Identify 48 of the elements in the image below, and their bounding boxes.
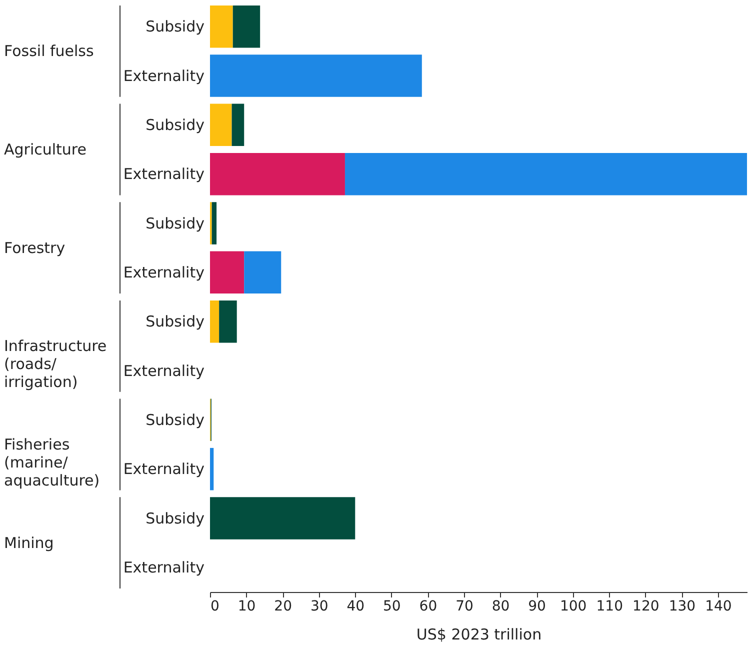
bar xyxy=(210,300,220,343)
x-tick-label: 50 xyxy=(383,598,401,614)
x-tick-label: 130 xyxy=(668,598,696,614)
x-tick-label: 40 xyxy=(346,598,365,614)
y-tick-label: Externality xyxy=(123,66,205,85)
text: Fisheries (marine/aquaculture) xyxy=(4,436,100,490)
y-tick-label: Subsidy xyxy=(146,509,205,528)
bar xyxy=(210,251,244,294)
x-tick-label: 60 xyxy=(419,598,438,614)
text: Fossil fuelss xyxy=(4,42,94,60)
bar xyxy=(244,251,282,294)
bar xyxy=(219,300,237,343)
x-axis-title: US$ 2023 trillion xyxy=(416,626,542,644)
bar xyxy=(344,152,747,196)
bar xyxy=(210,497,356,540)
x-tick-label: 100 xyxy=(560,598,587,614)
y-tick-label: Externality xyxy=(123,165,205,184)
y-tick-label: Subsidy xyxy=(146,116,205,134)
x-tick-label: 0 xyxy=(210,598,220,614)
x-tick-label: 140 xyxy=(705,598,732,614)
x-tick-label: 80 xyxy=(492,598,510,614)
y-tick-label: Externality xyxy=(123,362,205,380)
x-tick-label: 20 xyxy=(274,598,292,614)
text: Infrastructure (roads/irrigation) xyxy=(4,337,107,392)
y-tick-label: Externality xyxy=(123,263,205,282)
y-tick-label: Subsidy xyxy=(146,214,205,232)
y-tick-label: Subsidy xyxy=(146,312,205,331)
bar xyxy=(210,54,422,97)
bar xyxy=(212,202,217,244)
y-tick-label: Subsidy xyxy=(146,18,205,36)
bar xyxy=(232,5,260,48)
x-tick-label: 70 xyxy=(456,598,474,614)
y-tick-label: Subsidy xyxy=(146,410,205,429)
bar xyxy=(232,104,244,146)
bar xyxy=(210,5,233,48)
y-tick-label: Externality xyxy=(123,460,205,478)
text: Agriculture xyxy=(4,140,86,158)
y-tick-label: Externality xyxy=(123,558,205,576)
bar xyxy=(210,152,345,196)
x-tick-label: 110 xyxy=(596,598,623,614)
x-tick-label: 30 xyxy=(310,598,328,614)
bar xyxy=(210,448,214,490)
text: Forestry xyxy=(4,238,66,257)
x-tick-label: 120 xyxy=(632,598,660,614)
x-tick-label: 90 xyxy=(528,598,546,614)
text: Mining xyxy=(4,534,54,552)
x-tick-label: 10 xyxy=(238,598,256,614)
bar xyxy=(210,104,232,146)
